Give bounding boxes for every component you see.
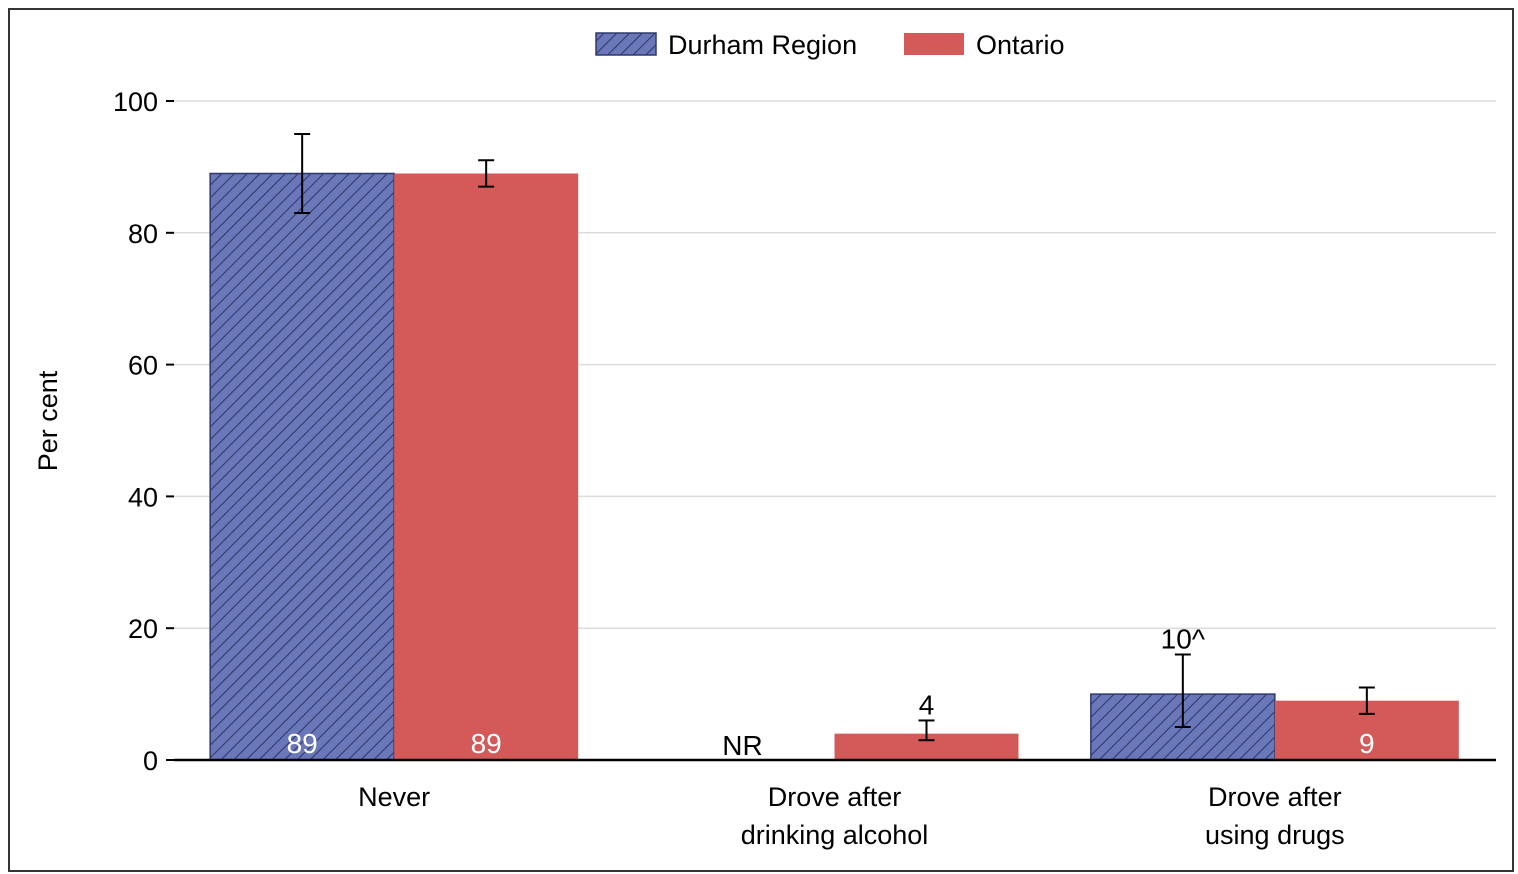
y-tick-label: 100 [113, 87, 158, 117]
data-labels: 89 89 NR 4 10^ 9 [287, 624, 1375, 761]
legend-swatch [904, 33, 964, 55]
data-label: 9 [1359, 728, 1375, 759]
y-tick-label: 60 [128, 351, 158, 381]
bar-ontario [394, 173, 579, 761]
data-label: 4 [919, 689, 935, 720]
x-category-label: Drove after [768, 782, 902, 812]
legend: Durham Region Ontario [595, 30, 1065, 60]
data-label: 89 [471, 728, 502, 759]
legend-label: Durham Region [668, 30, 857, 60]
y-tick-label: 20 [128, 614, 158, 644]
y-tick-label: 80 [128, 219, 158, 249]
y-axis-label: Per cent [33, 370, 63, 471]
y-axis-ticks: 0 20 40 60 80 100 [113, 87, 174, 776]
bars [209, 172, 1459, 761]
y-tick-label: 0 [143, 746, 158, 776]
legend-label: Ontario [976, 30, 1065, 60]
x-category-label: Drove after [1208, 782, 1342, 812]
x-category-label: drinking alcohol [741, 820, 929, 850]
legend-swatch [595, 32, 657, 56]
y-tick-label: 40 [128, 482, 158, 512]
data-label: 89 [287, 728, 318, 759]
data-label: 10^ [1161, 624, 1205, 655]
data-label: NR [722, 730, 762, 761]
x-category-label: using drugs [1205, 820, 1345, 850]
x-category-label: Never [358, 782, 430, 812]
x-axis-labels: Never Drove after drinking alcohol Drove af… [358, 782, 1344, 850]
error-bars [294, 132, 1375, 742]
bar-durham-region [209, 172, 395, 761]
